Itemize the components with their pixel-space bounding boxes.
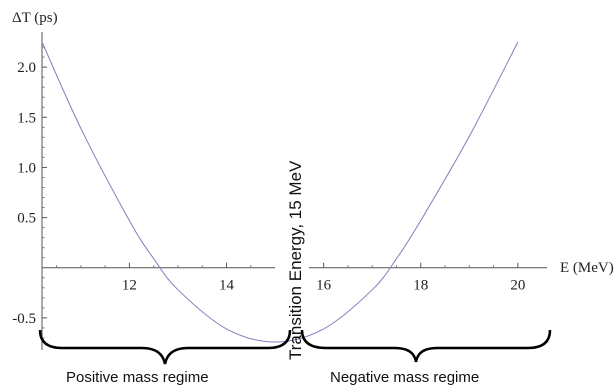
negative-regime-brace [300,329,552,363]
positive-regime-brace [38,329,292,365]
x-tick-label: 14 [219,278,235,294]
y-tick-label: 0.5 [17,211,36,227]
x-axis-title: E (MeV) [560,260,614,276]
positive-regime-label: Positive mass regime [66,369,209,386]
transition-energy-label: Transition Energy, 15 MeV [286,160,305,360]
x-ticks: 12 14 16 18 20 [56,262,525,294]
series-curve [41,41,519,343]
x-tick-label: 12 [122,278,137,294]
plot-area: 12 14 16 18 20 -0.5 0.5 1.0 1.5 2.0 [12,32,547,350]
y-tick-label: 2.0 [17,60,36,76]
y-tick-label: 1.5 [17,110,36,126]
y-tick-label: 1.0 [17,160,36,176]
y-ticks: -0.5 0.5 1.0 1.5 2.0 [12,46,47,339]
negative-regime-label: Negative mass regime [330,369,479,386]
x-tick-label: 16 [316,278,332,294]
y-tick-label: -0.5 [12,311,36,327]
x-tick-label: 18 [413,278,428,294]
x-tick-label: 20 [510,278,525,294]
y-axis-title: ΔT (ps) [12,10,58,26]
